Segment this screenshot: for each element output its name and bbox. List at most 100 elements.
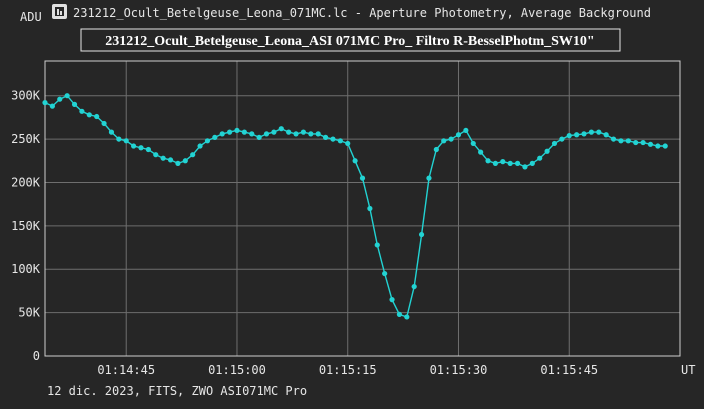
series-line <box>44 94 666 318</box>
data-point <box>212 134 218 140</box>
data-point <box>315 131 321 137</box>
x-tick-label: 01:15:30 <box>430 363 488 377</box>
data-point <box>182 158 188 164</box>
data-point <box>544 148 550 154</box>
data-point <box>647 141 654 147</box>
data-point <box>470 140 476 147</box>
data-point <box>241 129 247 135</box>
data-point <box>131 143 137 149</box>
data-point <box>463 127 469 134</box>
data-point <box>308 131 314 137</box>
data-point <box>263 131 270 137</box>
y-tick-label: 250K <box>11 132 41 146</box>
data-point <box>529 160 535 166</box>
data-point <box>581 131 587 137</box>
y-axis-label: ADU <box>20 10 42 24</box>
data-point <box>633 139 639 146</box>
data-point <box>455 132 462 138</box>
chart-title: 231212_Ocult_Betelgeuse_Leona_ASI 071MC … <box>105 34 594 49</box>
data-point <box>234 127 240 134</box>
y-tick-label: 100K <box>11 262 41 276</box>
data-point <box>190 152 196 158</box>
y-tick-label: 50K <box>18 306 40 320</box>
data-point <box>57 96 63 102</box>
x-axis-ticks: 01:14:45 01:15:00 01:15:15 01:15:30 01:15:45 <box>97 363 598 377</box>
data-point <box>596 129 602 135</box>
data-point <box>551 140 558 147</box>
data-point <box>418 231 425 238</box>
grid <box>45 61 680 357</box>
data-point <box>278 126 284 132</box>
chart-title-box: 231212_Ocult_Betelgeuse_Leona_ASI 071MC … <box>80 28 621 52</box>
data-point <box>662 143 668 149</box>
data-point <box>411 283 417 290</box>
data-point <box>86 112 92 118</box>
data-point <box>404 314 410 320</box>
data-point <box>448 136 454 142</box>
footer-caption: 12 dic. 2023, FITS, ZWO ASI071MC Pro <box>47 384 307 398</box>
data-point <box>271 129 277 135</box>
x-tick-label: 01:15:45 <box>540 363 598 377</box>
data-point <box>566 133 572 139</box>
data-point <box>588 129 594 135</box>
data-point <box>500 159 506 165</box>
data-point <box>204 138 211 144</box>
data-point <box>441 138 447 144</box>
data-point <box>359 175 366 181</box>
data-point <box>507 160 513 166</box>
title-bar: 231212_Ocult_Betelgeuse_Leona_071MC.lc -… <box>52 4 651 20</box>
data-point <box>485 158 491 164</box>
x-tick-label: 01:15:00 <box>208 363 266 377</box>
data-point <box>197 143 203 149</box>
data-point <box>433 146 439 153</box>
data-point <box>101 120 107 127</box>
data-point <box>389 297 395 303</box>
data-point <box>537 155 543 161</box>
data-point <box>123 138 129 144</box>
data-point <box>175 160 181 166</box>
data-point <box>396 311 403 317</box>
data-point <box>330 136 336 142</box>
data-point <box>71 101 78 107</box>
x-tick-label: 01:15:15 <box>319 363 377 377</box>
data-point <box>167 157 174 163</box>
data-point <box>138 145 144 151</box>
chart-app-icon <box>52 4 67 19</box>
data-point <box>492 160 499 166</box>
data-point <box>574 132 580 138</box>
data-point <box>382 270 388 277</box>
data-point <box>160 155 166 161</box>
data-point <box>352 158 358 164</box>
y-tick-label: 150K <box>11 219 41 233</box>
data-point <box>426 175 432 181</box>
plot-frame <box>44 60 681 357</box>
data-point <box>374 242 380 248</box>
data-point <box>367 205 373 212</box>
data-point <box>603 132 609 138</box>
data-point <box>219 131 225 137</box>
y-tick-label: 300K <box>11 89 41 103</box>
data-point <box>116 136 122 142</box>
data-point <box>559 136 565 142</box>
data-point <box>79 108 85 114</box>
data-point <box>345 140 351 147</box>
y-axis-ticks: 0 50K 100K 150K 200K 250K 300K <box>11 89 41 363</box>
y-tick-label: 200K <box>11 175 41 189</box>
data-point <box>249 131 255 137</box>
data-point <box>514 160 521 166</box>
x-tick-label: 01:14:45 <box>97 363 155 377</box>
y-tick-label: 0 <box>33 349 40 363</box>
data-point <box>108 129 115 135</box>
data-point <box>226 129 233 135</box>
data-point <box>610 136 617 142</box>
data-point <box>286 129 292 135</box>
data-point <box>49 103 55 109</box>
data-point <box>522 164 528 170</box>
data-point <box>640 139 646 146</box>
data-point <box>153 152 159 158</box>
data-point <box>337 138 343 144</box>
window-title: 231212_Ocult_Betelgeuse_Leona_071MC.lc -… <box>73 6 651 20</box>
data-point <box>300 129 307 135</box>
data-point <box>256 134 262 140</box>
